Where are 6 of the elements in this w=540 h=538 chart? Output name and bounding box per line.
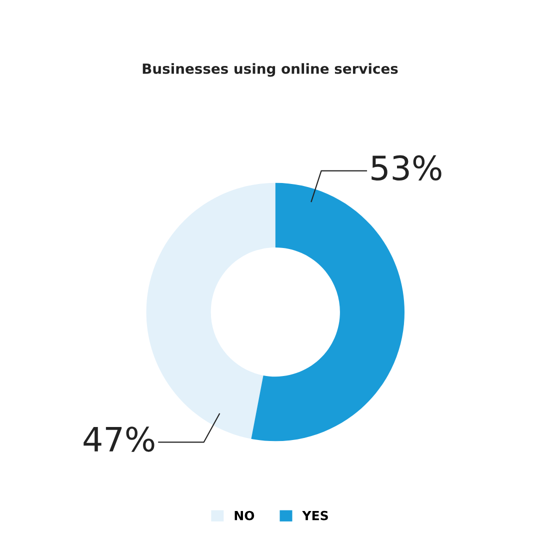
legend-label: YES bbox=[302, 510, 328, 520]
data-label: 47% bbox=[84, 426, 154, 452]
donut-slice bbox=[251, 182, 405, 442]
data-label: 53% bbox=[372, 155, 442, 180]
chart-title: Businesses using online services bbox=[142, 63, 398, 77]
legend-label: NO bbox=[234, 510, 254, 520]
